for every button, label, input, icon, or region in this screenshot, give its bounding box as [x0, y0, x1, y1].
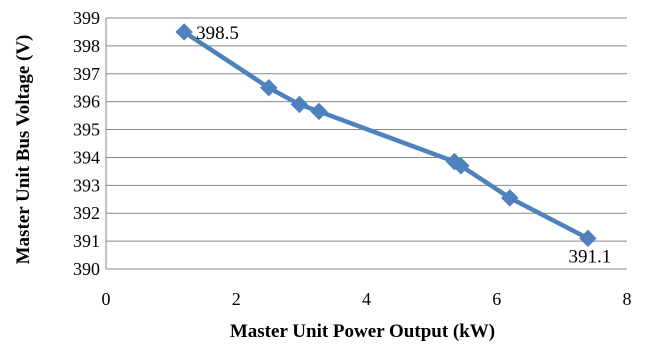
x-tick-label: 8: [623, 289, 632, 309]
data-point-marker: [260, 79, 278, 97]
y-axis-title: Master Unit Bus Voltage (V): [13, 35, 34, 265]
x-tick-label: 2: [232, 289, 241, 309]
data-point-marker: [501, 189, 519, 207]
data-label: 391.1: [569, 246, 612, 267]
y-tick-label: 397: [73, 64, 100, 84]
data-point-marker: [310, 102, 328, 121]
data-point-marker: [579, 229, 597, 248]
series-line: [181, 29, 591, 241]
x-tick-label: 6: [492, 289, 501, 309]
y-tick-label: 394: [73, 147, 100, 167]
data-point-marker: [290, 95, 309, 114]
y-tick-label: 391: [73, 231, 100, 251]
data-point-marker: [452, 157, 470, 175]
y-tick-label: 392: [73, 203, 100, 223]
x-tick-label: 0: [102, 289, 111, 309]
y-tick-label: 390: [73, 259, 100, 279]
y-tick-label: 396: [73, 92, 100, 112]
x-axis-title: Master Unit Power Output (kW): [230, 321, 495, 342]
y-tick-label: 393: [73, 175, 100, 195]
x-tick-label: 4: [362, 289, 371, 309]
y-tick-label: 398: [73, 36, 100, 56]
data-point-marker: [175, 23, 193, 41]
y-tick-label: 395: [73, 120, 100, 140]
y-tick-label: 399: [73, 8, 100, 28]
data-label: 398.5: [196, 23, 239, 44]
